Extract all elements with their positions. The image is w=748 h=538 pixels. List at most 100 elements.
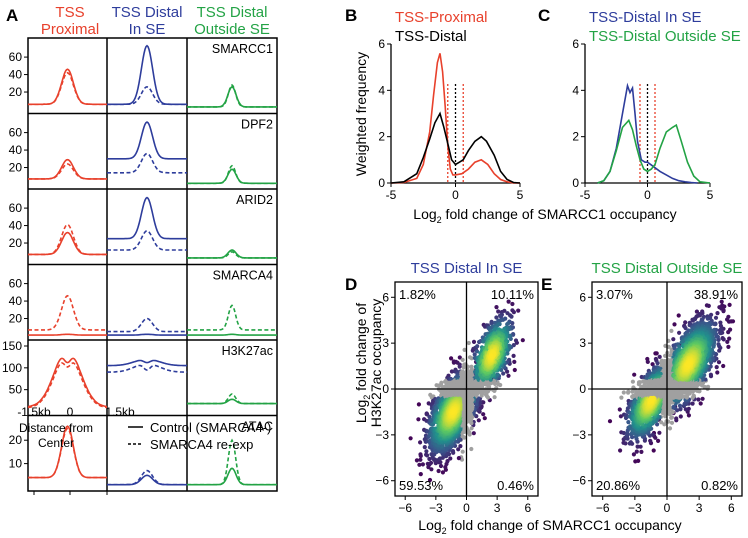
series-line bbox=[390, 53, 520, 184]
bc-xlabel-log: Log bbox=[413, 206, 436, 222]
col-header-proximal-line1: TSS bbox=[55, 4, 84, 21]
scatter-point bbox=[492, 327, 497, 332]
scatter-point bbox=[713, 315, 719, 320]
scatter-point bbox=[496, 309, 501, 314]
scatter-point bbox=[438, 463, 444, 469]
panel-a: TSS Proximal TSS Distal In SE TSS Distal… bbox=[2, 4, 278, 495]
scatter-point bbox=[623, 415, 629, 421]
scatter-point bbox=[457, 364, 462, 369]
scatter-point bbox=[458, 444, 463, 449]
a-profile-distal_in-control-line bbox=[107, 333, 187, 336]
scatter-point bbox=[474, 349, 480, 354]
scatter-point bbox=[484, 392, 489, 397]
a-profile-proximal-reexp-line bbox=[28, 71, 107, 106]
scatter-point bbox=[718, 323, 724, 328]
a-ytick-label: 20 bbox=[9, 312, 23, 326]
scatter-point bbox=[705, 316, 710, 321]
a-profile-distal_in-reexp-line bbox=[107, 152, 187, 174]
scatter-points bbox=[408, 299, 525, 483]
a-ytick-label: 60 bbox=[9, 126, 23, 140]
scatter-point bbox=[669, 349, 674, 354]
scatter-point bbox=[653, 435, 658, 440]
y-tick-label: −3 bbox=[375, 428, 389, 442]
scatter-point bbox=[475, 344, 480, 349]
scatter-point bbox=[465, 365, 470, 371]
scatter-point bbox=[726, 330, 731, 335]
panel-letter-e: E bbox=[541, 275, 552, 294]
scatter-point bbox=[429, 467, 434, 472]
scatter-point bbox=[672, 322, 677, 327]
y-tick-label: 4 bbox=[378, 83, 385, 97]
panel-letter-d: D bbox=[345, 275, 357, 294]
scatter-point bbox=[718, 330, 723, 335]
scatter-point bbox=[508, 313, 513, 318]
scatter-point bbox=[618, 414, 624, 419]
scatter-point bbox=[617, 407, 622, 412]
scatter-point bbox=[633, 459, 638, 464]
scatter-point bbox=[440, 470, 445, 475]
a-profile-distal_in-control-line bbox=[107, 196, 187, 240]
a-profile-distal_out-control-line bbox=[187, 333, 277, 336]
a-profile-distal_out-control-line bbox=[187, 85, 277, 108]
scatter-point bbox=[505, 322, 510, 327]
a-profile-distal_in-reexp-line bbox=[107, 85, 187, 106]
x-tick-label: −3 bbox=[429, 501, 443, 515]
scatter-point bbox=[677, 330, 682, 335]
a-profile-proximal-reexp-line bbox=[28, 163, 107, 180]
quadrant-percent-label: 0.46% bbox=[497, 478, 534, 493]
a-profile-distal_out-reexp-line bbox=[187, 304, 277, 331]
scatter-point bbox=[621, 390, 626, 395]
scatter-point bbox=[430, 400, 436, 405]
scatter-point bbox=[481, 412, 486, 417]
scatter-point bbox=[408, 436, 413, 441]
scatter-point bbox=[683, 407, 688, 412]
a-ytick-label: 40 bbox=[9, 68, 23, 82]
scatter-point bbox=[635, 444, 640, 449]
quadrant-percent-label: 10.11% bbox=[491, 287, 535, 302]
a-profile-distal_in-control-line bbox=[107, 359, 187, 367]
a-ytick-label: 20 bbox=[9, 433, 23, 447]
scatter-point bbox=[725, 317, 730, 322]
a-profile-distal_in-reexp-line bbox=[107, 317, 187, 333]
a-profile-distal_in-control-line bbox=[107, 44, 187, 106]
scatter-point bbox=[639, 449, 644, 454]
y-tick-label: 4 bbox=[572, 83, 579, 97]
col-header-distal-out-line1: TSS Distal bbox=[197, 4, 268, 21]
scatter-point bbox=[686, 413, 692, 418]
scatter-point bbox=[690, 401, 695, 406]
scatter-point bbox=[706, 303, 711, 308]
scatter-point bbox=[659, 420, 664, 425]
legend-reexp-label: SMARCA4 re-exp bbox=[150, 437, 253, 452]
a-profile-distal_out-control-line bbox=[187, 168, 277, 185]
scatter-point bbox=[638, 444, 643, 449]
scatter-point bbox=[719, 299, 724, 304]
scatter-point bbox=[471, 339, 477, 344]
scatter-point bbox=[414, 458, 419, 463]
x-tick-label: 3 bbox=[494, 501, 501, 515]
scatter-point bbox=[651, 448, 656, 453]
scatter-point bbox=[420, 462, 425, 467]
a-profile-proximal-control-line bbox=[28, 158, 107, 180]
scatter-point bbox=[456, 456, 461, 461]
scatter-point bbox=[451, 410, 456, 415]
scatter-point bbox=[438, 456, 443, 461]
series-legend-label: TSS-Distal bbox=[395, 28, 467, 45]
x-tick-label: 5 bbox=[707, 188, 714, 202]
a-profile-distal_in-reexp-line bbox=[107, 229, 187, 251]
panel-a-profiles bbox=[27, 44, 277, 486]
x-tick-label: 5 bbox=[517, 188, 524, 202]
a-xlabel-line2: Center bbox=[38, 436, 74, 450]
a-xtick-neg: -1.5kb bbox=[17, 405, 51, 419]
scatter-point bbox=[448, 456, 453, 461]
a-profile-proximal-control-line bbox=[27, 357, 108, 408]
scatter-point bbox=[697, 313, 703, 318]
scatter-point bbox=[471, 431, 476, 436]
scatter-point bbox=[631, 452, 637, 457]
scatter-point bbox=[494, 315, 499, 320]
scatter-point bbox=[696, 397, 701, 402]
scatter-point bbox=[475, 368, 480, 373]
bc-xlabel-sub: 2 bbox=[437, 215, 442, 225]
scatter-point bbox=[623, 441, 628, 446]
series-line bbox=[597, 118, 711, 184]
